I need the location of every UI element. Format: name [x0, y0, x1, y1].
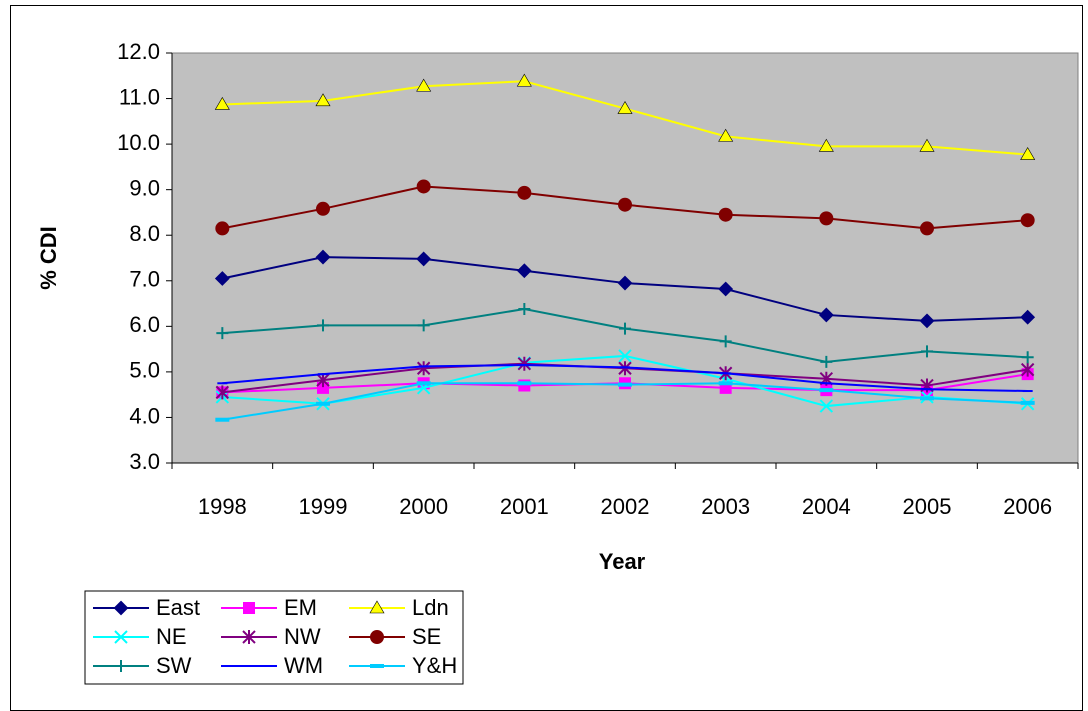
marker: [416, 251, 432, 267]
legend-marker: [114, 630, 128, 644]
marker: [417, 319, 430, 332]
marker: [618, 197, 632, 212]
marker: [921, 345, 933, 358]
y-axis-title: % CDI: [36, 226, 61, 290]
marker: [718, 128, 734, 142]
x-tick-label: 1998: [198, 494, 247, 519]
marker: [216, 327, 229, 340]
marker: [819, 388, 834, 393]
legend-label: SE: [412, 624, 441, 649]
marker: [315, 93, 331, 107]
marker: [416, 78, 432, 92]
marker: [416, 381, 431, 386]
marker: [517, 381, 532, 386]
x-axis-title: Year: [599, 549, 646, 574]
marker: [316, 201, 330, 216]
marker: [617, 100, 633, 114]
marker: [618, 349, 632, 363]
legend-marker: [369, 600, 385, 614]
marker: [1020, 309, 1036, 325]
marker: [1020, 213, 1035, 228]
marker: [919, 138, 935, 152]
legend-marker: [370, 664, 384, 668]
legend-label: NE: [156, 624, 187, 649]
marker: [1021, 351, 1034, 364]
marker: [719, 335, 732, 348]
marker: [1020, 362, 1035, 377]
marker: [718, 281, 734, 297]
legend-label: EM: [284, 595, 317, 620]
legend-label: Ldn: [412, 595, 449, 620]
marker: [1020, 146, 1036, 160]
y-tick-label: 11.0: [119, 84, 160, 109]
marker: [820, 355, 833, 368]
legend-label: SW: [156, 653, 192, 678]
marker: [215, 417, 230, 422]
y-tick-label: 5.0: [129, 358, 160, 383]
marker: [315, 249, 331, 265]
marker: [819, 399, 834, 413]
marker: [818, 138, 834, 152]
marker: [416, 179, 431, 194]
y-tick-label: 8.0: [129, 221, 160, 246]
x-tick-label: 2006: [1003, 494, 1052, 519]
y-tick-label: 7.0: [129, 267, 160, 292]
marker: [619, 322, 631, 335]
marker: [516, 263, 532, 279]
marker: [1020, 400, 1035, 405]
marker: [214, 96, 230, 110]
y-tick-label: 4.0: [129, 403, 160, 428]
marker: [416, 361, 431, 376]
marker: [718, 207, 733, 222]
marker: [618, 382, 632, 387]
marker: [517, 185, 532, 200]
marker: [920, 221, 934, 236]
legend-marker: [242, 630, 256, 644]
x-tick-label: 2003: [701, 494, 750, 519]
legend-label: Y&H: [412, 653, 457, 678]
x-tick-label: 2005: [903, 494, 952, 519]
legend-marker: [370, 630, 384, 644]
y-tick-label: 12.0: [117, 39, 160, 64]
legend-marker: [243, 602, 255, 614]
x-tick-label: 2001: [500, 494, 549, 519]
legend-label: WM: [284, 653, 323, 678]
legend-marker: [115, 660, 127, 672]
marker: [316, 373, 330, 388]
x-tick-label: 1999: [299, 494, 348, 519]
marker: [215, 385, 230, 400]
marker: [718, 381, 733, 386]
x-tick-label: 2002: [601, 494, 650, 519]
marker: [919, 313, 935, 329]
marker: [818, 307, 834, 323]
marker: [920, 396, 934, 401]
y-tick-label: 6.0: [129, 312, 160, 337]
marker: [617, 275, 633, 291]
marker: [317, 319, 329, 332]
marker: [316, 401, 330, 406]
y-tick-label: 10.0: [117, 130, 160, 155]
marker: [214, 271, 230, 286]
y-tick-label: 9.0: [129, 175, 160, 200]
legend-label: NW: [284, 624, 321, 649]
x-tick-label: 2004: [802, 494, 851, 519]
marker: [215, 221, 230, 236]
legend-label: East: [156, 595, 200, 620]
marker: [516, 73, 532, 87]
plot-area: [171, 52, 1079, 464]
marker: [517, 356, 532, 371]
y-tick-label: 3.0: [129, 449, 160, 474]
marker: [518, 303, 531, 316]
x-tick-label: 2000: [399, 494, 448, 519]
marker: [819, 211, 834, 226]
legend-marker: [113, 600, 129, 616]
